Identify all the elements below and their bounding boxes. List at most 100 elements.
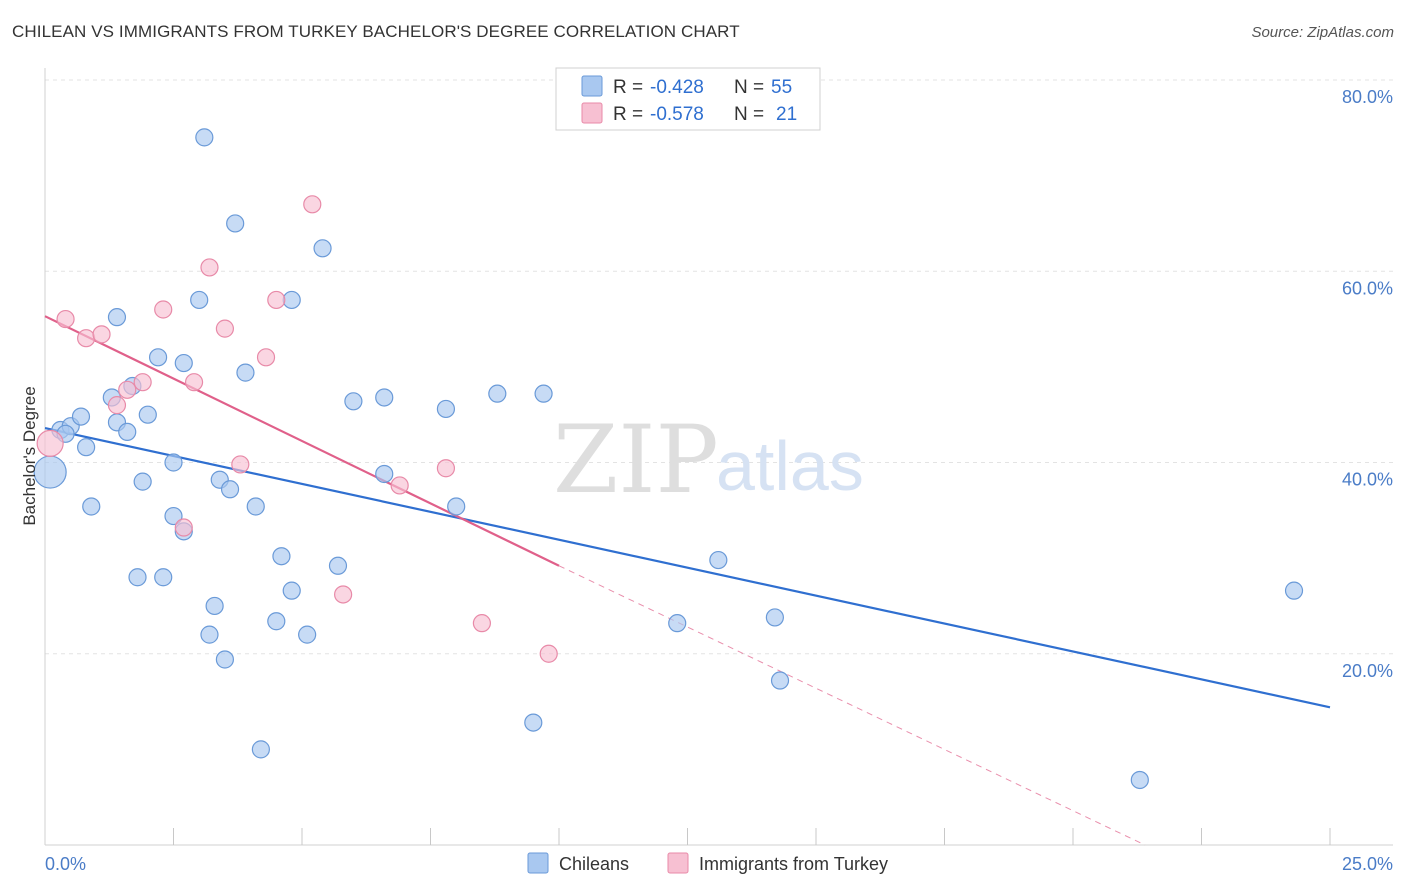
stats-legend-r-label: R =: [613, 104, 643, 125]
stats-legend-swatch-turkey: [581, 102, 603, 124]
chilean-point: [118, 422, 137, 441]
turkey-point: [56, 309, 75, 329]
chilean-point: [226, 214, 245, 233]
y-tick-label: 20.0%: [1342, 661, 1393, 681]
chilean-point: [195, 128, 214, 147]
y-tick-label: 60.0%: [1342, 278, 1393, 298]
legend-label-chileans: Chileans: [559, 854, 629, 874]
stats-legend-n-chileans: 55: [771, 77, 792, 98]
chileans-trend-line: [44, 427, 1331, 709]
legend-swatch-turkey: [667, 852, 689, 874]
chilean-point: [534, 384, 553, 403]
y-tick-label: 40.0%: [1342, 470, 1393, 490]
turkey-trend-extension: [558, 565, 1146, 846]
x-tick-label: 25.0%: [1342, 854, 1393, 874]
y-axis-label: Bachelor's Degree: [20, 386, 39, 525]
turkey-trend-line: [44, 315, 560, 567]
bottom-legend: Chileans Immigrants from Turkey: [527, 852, 888, 874]
chilean-point: [1284, 581, 1304, 600]
chilean-point: [709, 550, 728, 570]
watermark: ZIP atlas: [553, 406, 864, 515]
chilean-point: [344, 392, 363, 411]
turkey-point: [539, 644, 558, 663]
chilean-point: [328, 556, 348, 575]
stats-legend: R = -0.428 N = 55 R = -0.578 N = 21: [555, 67, 821, 131]
chilean-point: [282, 581, 301, 600]
chilean-point: [82, 497, 101, 516]
turkey-point: [92, 325, 111, 344]
chilean-point: [236, 363, 255, 382]
chilean-point: [272, 547, 291, 566]
legend-swatch-chileans: [527, 852, 549, 874]
chilean-point: [71, 407, 91, 426]
turkey-point: [436, 459, 456, 478]
chilean-point: [298, 625, 317, 644]
chilean-point: [282, 290, 301, 310]
source-label: Source: ZipAtlas.com: [1251, 24, 1394, 41]
chilean-point: [246, 497, 265, 516]
turkey-point: [36, 429, 64, 457]
chilean-point: [128, 568, 147, 587]
stats-legend-swatch-chileans: [581, 75, 603, 97]
chilean-point: [200, 625, 219, 644]
stats-legend-r-label: R =: [613, 77, 643, 98]
turkey-point: [154, 300, 173, 319]
chilean-point: [133, 472, 152, 491]
turkey-point: [334, 585, 353, 604]
chilean-point: [251, 740, 270, 759]
turkey-point: [390, 476, 409, 495]
turkey-point: [174, 518, 193, 537]
chilean-point: [765, 608, 784, 627]
stats-legend-n-label: N =: [734, 77, 764, 98]
chilean-point: [148, 348, 168, 367]
y-tick-labels: 20.0% 40.0% 60.0% 80.0%: [1342, 87, 1393, 681]
turkey-point: [231, 455, 250, 474]
turkey-point: [107, 396, 127, 415]
watermark-zip: ZIP: [553, 406, 719, 515]
chilean-point: [190, 290, 209, 310]
turkey-point: [184, 373, 204, 392]
chilean-point: [1130, 770, 1149, 790]
turkey-point: [303, 195, 322, 214]
chilean-point: [77, 438, 96, 457]
x-tick-labels: 0.0% 25.0%: [45, 854, 1393, 874]
stats-legend-n-turkey: 21: [776, 104, 797, 125]
turkey-point: [256, 348, 276, 367]
chilean-point: [524, 713, 543, 732]
stats-legend-n-label: N =: [734, 104, 764, 125]
x-minor-ticks: [173, 828, 1331, 845]
chilean-point: [220, 480, 240, 499]
turkey-point: [133, 373, 152, 392]
chilean-point: [205, 596, 224, 616]
turkey-point: [77, 329, 96, 348]
chilean-point: [375, 388, 394, 407]
stats-legend-r-turkey: -0.578: [650, 104, 704, 125]
chilean-point: [447, 497, 466, 516]
turkey-point: [267, 290, 286, 310]
trend-lines: [44, 315, 1331, 846]
chilean-point: [215, 650, 234, 669]
watermark-atlas: atlas: [716, 427, 864, 505]
turkey-point: [118, 380, 137, 399]
chilean-point: [174, 353, 193, 373]
chilean-point: [107, 308, 127, 327]
x-tick-label: 0.0%: [45, 854, 86, 874]
turkey-point: [472, 614, 491, 633]
chilean-point: [313, 239, 332, 258]
stats-legend-r-chileans: -0.428: [650, 77, 704, 98]
chilean-point: [164, 506, 183, 526]
chilean-point: [154, 568, 173, 587]
chilean-point: [668, 614, 687, 633]
y-tick-label: 80.0%: [1342, 87, 1393, 107]
chilean-point: [488, 384, 507, 403]
turkey-point: [215, 319, 234, 338]
chilean-point: [375, 464, 394, 484]
chilean-point: [770, 671, 790, 690]
chilean-point: [267, 612, 286, 631]
data-points: [33, 128, 1304, 790]
chilean-point: [164, 453, 183, 472]
chilean-point: [436, 399, 456, 419]
turkey-point: [200, 258, 219, 277]
chart-title: CHILEAN VS IMMIGRANTS FROM TURKEY BACHEL…: [12, 22, 740, 41]
